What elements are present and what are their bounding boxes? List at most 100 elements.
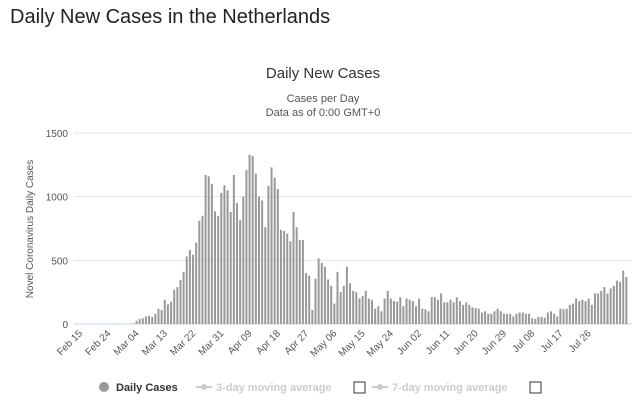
bar [361, 295, 364, 324]
chart-subtitle-2: Data as of 0:00 GMT+0 [266, 107, 381, 119]
bar [245, 169, 248, 324]
x-tick-label: Jun 20 [452, 328, 481, 357]
bar [226, 190, 229, 324]
x-tick-label: Jul 17 [539, 328, 566, 355]
bar [521, 312, 524, 324]
bar [339, 292, 342, 324]
bar [571, 303, 574, 324]
bar [371, 299, 374, 324]
bar [367, 298, 370, 324]
bar [333, 303, 336, 324]
bar [565, 308, 568, 324]
bar [188, 250, 191, 324]
bar [157, 308, 160, 324]
bar [502, 313, 505, 324]
bar [330, 285, 333, 324]
bar [207, 176, 210, 324]
bar [170, 301, 173, 324]
bar [468, 304, 471, 324]
y-tick-label: 500 [51, 256, 68, 267]
bar [584, 301, 587, 324]
bar [424, 309, 427, 324]
x-tick-label: Jul 26 [567, 328, 594, 355]
bar [524, 313, 527, 324]
legend-label: 7-day moving average [392, 382, 508, 394]
bar [436, 299, 439, 324]
bar [141, 318, 144, 324]
legend-item-daily-cases[interactable]: Daily Cases [99, 382, 178, 394]
bar [609, 288, 612, 324]
legend-item-7-day-average[interactable]: 7-day moving average [372, 382, 508, 394]
bar [427, 311, 430, 324]
bar [458, 301, 461, 324]
bar [276, 189, 279, 324]
legend-checkbox-7-day[interactable] [529, 381, 542, 394]
bar [135, 320, 138, 324]
bar [320, 262, 323, 324]
legend-item-3-day-average[interactable]: 3-day moving average [196, 382, 332, 394]
bar [220, 192, 223, 324]
bar [528, 313, 531, 324]
bar [132, 323, 135, 324]
bar [195, 242, 198, 324]
bar [518, 312, 521, 324]
bar [515, 313, 518, 324]
bar [606, 293, 609, 324]
bar [374, 308, 377, 324]
bar [462, 304, 465, 324]
x-tick-label: Feb 15 [55, 328, 85, 358]
bar [625, 276, 628, 324]
bar [499, 311, 502, 324]
legend-label: 3-day moving average [216, 382, 332, 394]
bar [531, 318, 534, 324]
bar [534, 318, 537, 324]
bar [261, 200, 264, 324]
bar [383, 298, 386, 324]
x-tick-label: Mar 13 [140, 328, 170, 358]
bar [418, 298, 421, 324]
bar [342, 285, 345, 324]
bar [270, 167, 273, 324]
bar [622, 270, 625, 324]
bar [386, 290, 389, 324]
bar [317, 258, 320, 324]
x-tick-label: Feb 24 [84, 328, 114, 358]
bar [496, 308, 499, 324]
bar [232, 175, 235, 324]
bar [396, 301, 399, 324]
bar [358, 298, 361, 324]
bar [393, 301, 395, 324]
legend-checkbox-3-day[interactable] [353, 381, 366, 394]
bar [242, 196, 245, 324]
bar [210, 183, 213, 324]
bar [512, 316, 515, 324]
bar [273, 177, 276, 324]
bar [546, 312, 549, 324]
x-tick-label: Apr 18 [254, 328, 283, 357]
bar [214, 211, 217, 324]
bar [471, 307, 474, 324]
bar [380, 311, 383, 324]
x-tick-label: May 24 [365, 328, 396, 359]
x-tick-label: Jun 02 [395, 328, 424, 357]
bar [298, 239, 301, 324]
bar [251, 155, 254, 324]
bar [590, 304, 593, 324]
bar [323, 266, 326, 324]
bar [421, 308, 424, 324]
x-tick-label: Jun 29 [480, 328, 509, 357]
x-tick-label: Mar 31 [197, 328, 227, 358]
bar [408, 299, 411, 324]
bar [173, 289, 176, 324]
bar [593, 293, 596, 324]
bar [389, 298, 392, 324]
x-tick-label: Mar 22 [168, 328, 198, 358]
bar [267, 185, 270, 324]
bar [559, 308, 562, 324]
bar [295, 227, 298, 324]
bar [192, 254, 195, 324]
bar [402, 306, 405, 324]
bar [487, 313, 490, 324]
